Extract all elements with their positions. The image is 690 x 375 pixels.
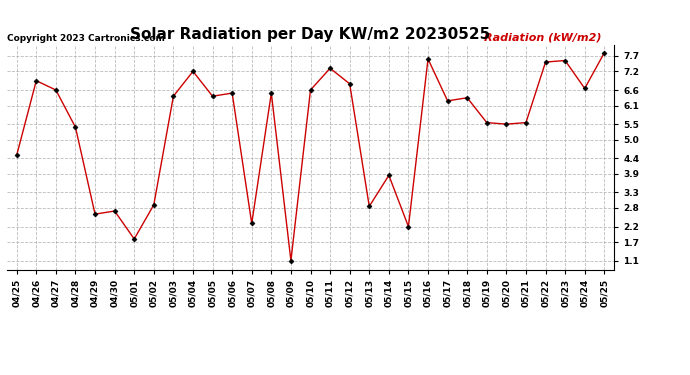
Title: Solar Radiation per Day KW/m2 20230525: Solar Radiation per Day KW/m2 20230525 — [130, 27, 491, 42]
Text: Copyright 2023 Cartronics.com: Copyright 2023 Cartronics.com — [7, 34, 165, 43]
Text: Radiation (kW/m2): Radiation (kW/m2) — [484, 33, 602, 43]
